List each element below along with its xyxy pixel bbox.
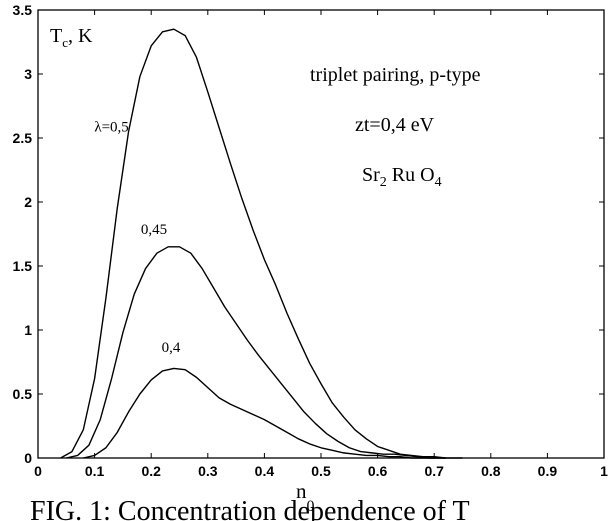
annotation-formula: Sr2 Ru O4 (362, 164, 442, 190)
y-tick-label: 3.5 (13, 2, 33, 18)
figure-caption: FIG. 1: Concentration dependence of T (30, 495, 610, 521)
series-group (61, 29, 463, 458)
y-axis-label: Tc, K (50, 25, 93, 50)
x-tick-label: 0.6 (368, 463, 388, 479)
series-label-group: λ=0,5 0,45 0,4 (94, 120, 181, 356)
y-tick-label: 2 (24, 194, 32, 210)
series-line-0 (61, 29, 463, 458)
y-tick-label: 0.5 (13, 386, 33, 402)
x-tick-label: 0.7 (424, 463, 444, 479)
y-tick-label: 1 (24, 322, 32, 338)
series-label-1: 0,45 (141, 222, 167, 238)
x-tick-label: 0 (34, 463, 42, 479)
series-label-2: 0,4 (162, 340, 181, 356)
x-tick-label: 0.1 (85, 463, 105, 479)
annotation-zt: zt=0,4 eV (355, 114, 435, 136)
x-tick-label: 0.2 (141, 463, 161, 479)
series-line-2 (83, 368, 445, 458)
y-tick-label: 2.5 (13, 130, 33, 146)
series-label-0: λ=0,5 (94, 120, 128, 136)
y-tick-label: 0 (24, 450, 32, 466)
x-tick-label: 0.5 (311, 463, 331, 479)
y-tick-label: 1.5 (13, 258, 33, 274)
x-tick-label: 1 (600, 463, 608, 479)
x-tick-label: 0.9 (538, 463, 558, 479)
series-line-1 (66, 247, 445, 458)
x-tick-label: 0.8 (481, 463, 501, 479)
y-tick-label: 3 (24, 66, 32, 82)
x-tick-label: 0.4 (255, 463, 275, 479)
x-tick-label: 0.3 (198, 463, 218, 479)
annotation-pairing: triplet pairing, p-type (310, 64, 481, 86)
